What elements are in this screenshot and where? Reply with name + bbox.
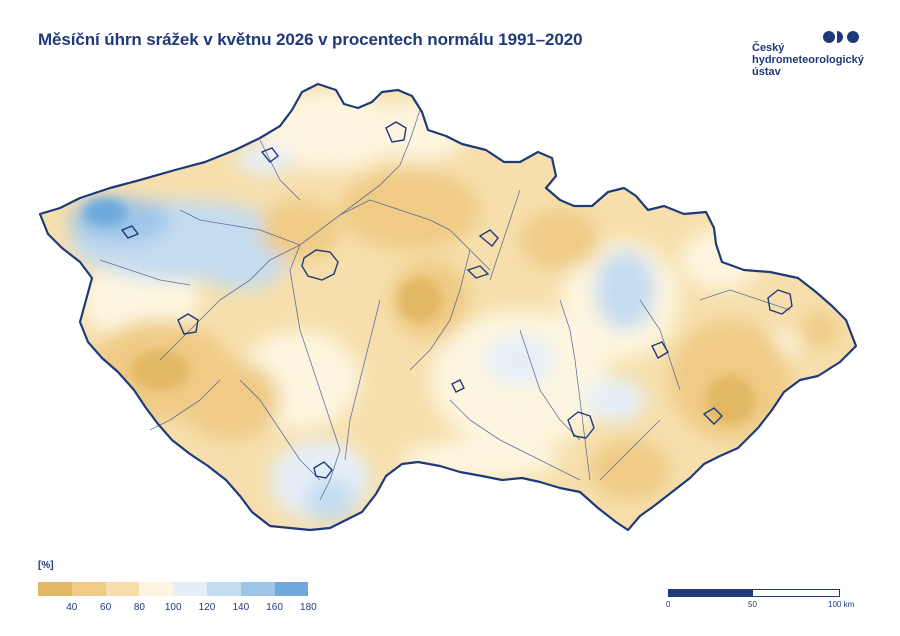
legend-color-bar	[38, 582, 309, 596]
legend-unit: [%]	[38, 560, 54, 571]
city-karlovy-vary	[120, 225, 140, 239]
scale-bar-fill	[669, 590, 753, 596]
logo-line-2: hydrometeorologický	[752, 54, 864, 66]
legend-swatch	[139, 582, 174, 596]
city-pardubice	[466, 265, 490, 279]
city-hradec	[478, 229, 499, 248]
legend-swatch	[71, 582, 106, 596]
logo-text: Český hydrometeorologický ústav	[752, 42, 872, 78]
legend-swatch	[173, 582, 207, 596]
precipitation-field	[40, 84, 856, 530]
city-jihlava	[451, 379, 465, 393]
legend: [%] 40 60 80 100 120 140 160 180	[38, 560, 317, 613]
scale-label-50: 50	[748, 600, 757, 609]
city-zlin	[702, 407, 723, 425]
legend-tick-label: 40	[66, 602, 78, 613]
legend-tick-label: 100	[164, 602, 182, 613]
rivers	[99, 109, 791, 501]
city-liberec	[385, 121, 407, 143]
legend-swatch	[240, 582, 275, 596]
scale-bar-frame	[668, 589, 840, 597]
legend-tick-label: 180	[300, 602, 317, 613]
legend-tick-label: 60	[100, 602, 112, 613]
legend-tick-label: 80	[133, 602, 145, 613]
legend-swatch	[38, 582, 72, 596]
map-title: Měsíční úhrn srážek v květnu 2026 v proc…	[38, 30, 583, 49]
chmi-logo-icon	[823, 31, 859, 43]
city-olomouc	[651, 341, 669, 359]
city-ceske-budejovice	[313, 461, 333, 479]
scale-label-100: 100 km	[828, 600, 855, 609]
logo-line-1: Český	[752, 42, 785, 54]
legend-ticks: 40 60 80 100 120 140 160 180	[38, 602, 318, 616]
city-ostrava	[767, 289, 793, 315]
city-brno	[567, 411, 595, 439]
legend-swatch	[105, 582, 140, 596]
legend-tick-label: 160	[266, 602, 283, 613]
legend-swatch	[274, 582, 309, 596]
legend-tick-label: 140	[232, 602, 250, 613]
scale-label-0: 0	[666, 600, 671, 609]
city-usti	[260, 147, 279, 163]
city-outlines	[120, 121, 793, 479]
city-prague	[301, 249, 339, 281]
logo-line-3: ústav	[752, 66, 781, 78]
legend-swatch	[206, 582, 241, 596]
city-plzen	[177, 313, 199, 335]
legend-tick-label: 120	[198, 602, 216, 613]
